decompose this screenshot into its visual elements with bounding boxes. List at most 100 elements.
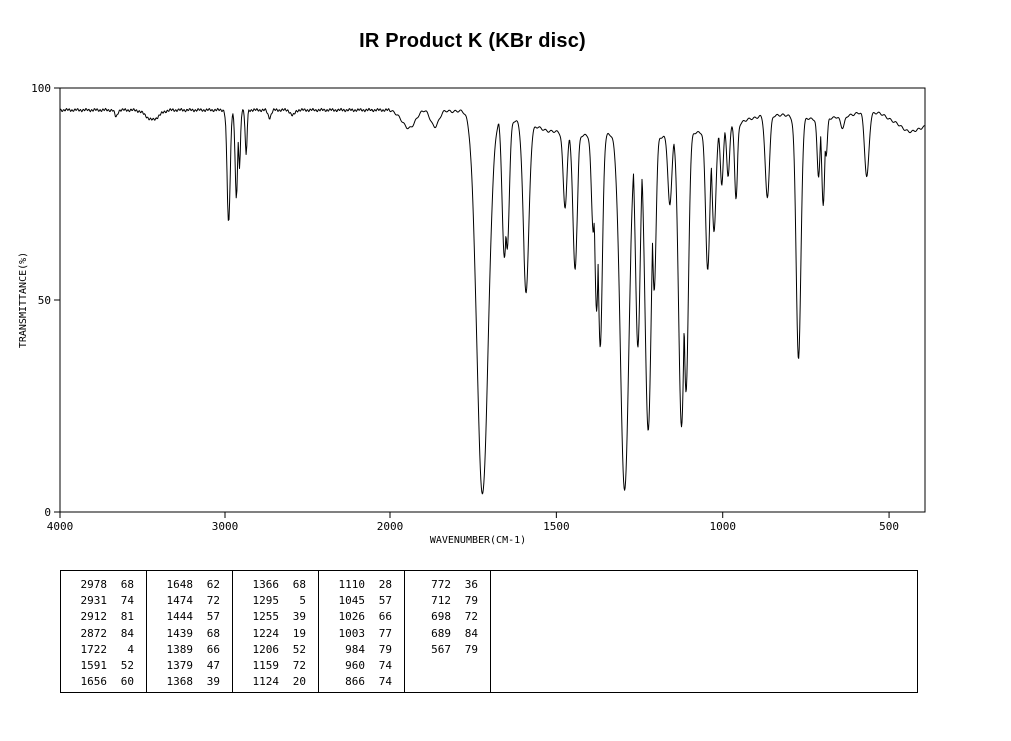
table-row: 1045 57 (319, 593, 404, 609)
peak-wavenumber: 1722 (80, 642, 108, 656)
peak-wavenumber: 1045 (338, 594, 366, 608)
peak-table-column: 1110 28 1045 57 1026 66 1003 77 984 79 960 74 866 74 (319, 571, 405, 692)
ir-spectrum-chart: 4000 3000 2000 1500 1000 500100500WAVENUMBER(… (18, 82, 926, 546)
peak-transmittance: 62 (206, 578, 220, 591)
peak-transmittance: 72 (464, 610, 478, 624)
peak-wavenumber: 698 (431, 610, 451, 624)
peak-wavenumber: 1379 (166, 658, 194, 672)
table-row: 1439 68 (147, 626, 232, 642)
peak-transmittance: 47 (206, 658, 220, 672)
peak-wavenumber: 866 (345, 675, 365, 689)
peak-wavenumber: 1648 (166, 578, 194, 591)
peak-transmittance: 39 (292, 610, 306, 624)
x-tick-label: 1500 (543, 520, 570, 533)
table-row: 1003 77 (319, 626, 404, 642)
table-row: 2931 74 (61, 593, 146, 609)
peak-transmittance: 74 (378, 675, 392, 689)
y-tick-label: 50 (38, 294, 51, 307)
table-row: 772 36 (405, 577, 490, 593)
peak-transmittance: 52 (292, 642, 306, 656)
table-row: 1366 68 (233, 577, 318, 593)
peak-transmittance: 68 (206, 626, 220, 640)
peak-wavenumber: 1159 (252, 658, 280, 672)
peak-wavenumber: 1255 (252, 610, 280, 624)
peak-transmittance: 68 (120, 578, 134, 591)
peak-wavenumber: 2978 (80, 578, 108, 591)
table-row: 1389 66 (147, 642, 232, 658)
table-row: 1295 5 (233, 593, 318, 609)
peak-wavenumber: 1474 (166, 594, 194, 608)
peak-transmittance: 84 (120, 626, 134, 640)
peak-transmittance: 74 (120, 594, 134, 608)
peak-transmittance: 5 (299, 594, 306, 608)
x-tick-label: 1000 (709, 520, 736, 533)
peak-transmittance: 79 (464, 642, 478, 656)
peak-transmittance: 66 (378, 610, 392, 624)
x-tick-label: 500 (879, 520, 899, 533)
y-tick-label: 100 (31, 82, 51, 95)
peak-transmittance: 77 (378, 626, 392, 640)
peak-wavenumber: 1224 (252, 626, 280, 640)
peak-wavenumber: 984 (345, 642, 365, 656)
peak-wavenumber: 1389 (166, 642, 194, 656)
peak-wavenumber: 1368 (166, 675, 194, 689)
peak-wavenumber: 1366 (252, 578, 280, 591)
table-row: 1110 28 (319, 577, 404, 593)
peak-wavenumber: 2872 (80, 626, 108, 640)
peak-transmittance: 28 (378, 578, 392, 591)
peak-transmittance: 72 (206, 594, 220, 608)
peak-transmittance: 84 (464, 626, 478, 640)
x-axis-label: WAVENUMBER(CM-1) (430, 535, 526, 546)
peak-transmittance: 19 (292, 626, 306, 640)
table-row: 689 84 (405, 626, 490, 642)
table-row: 712 79 (405, 593, 490, 609)
peak-transmittance: 68 (292, 578, 306, 591)
peak-wavenumber: 567 (431, 642, 451, 656)
peak-table-column: 1648 62 1474 72 1444 57 1439 68 1389 66 1379 47 1368… (147, 571, 233, 692)
peak-wavenumber: 1124 (252, 675, 280, 689)
peak-transmittance: 57 (378, 594, 392, 608)
table-row: 1474 72 (147, 593, 232, 609)
peak-transmittance: 20 (292, 675, 306, 689)
table-row: 960 74 (319, 658, 404, 674)
table-row: 1224 19 (233, 626, 318, 642)
table-row: 1255 39 (233, 609, 318, 625)
peak-transmittance: 79 (378, 642, 392, 656)
peak-wavenumber: 712 (431, 594, 451, 608)
plot-border (59, 87, 926, 513)
table-row: 698 72 (405, 609, 490, 625)
peak-wavenumber: 1439 (166, 626, 194, 640)
table-row: 1591 52 (61, 658, 146, 674)
table-row: 1206 52 (233, 642, 318, 658)
spectrum-curve (59, 107, 926, 495)
table-row: 1656 60 (61, 674, 146, 690)
x-tick-label: 3000 (212, 520, 239, 533)
table-row: 866 74 (319, 674, 404, 690)
table-row: 1026 66 (319, 609, 404, 625)
peak-wavenumber: 2931 (80, 594, 108, 608)
peak-table-column: 772 36 712 79 698 72 689 84 567 79 (405, 571, 491, 692)
peak-table-column: 2978 68 2931 74 2912 81 2872 84 1722 4 1591 52 1656 6… (61, 571, 147, 692)
table-row: 1124 20 (233, 674, 318, 690)
peak-transmittance: 81 (120, 610, 134, 624)
peak-wavenumber: 1206 (252, 642, 280, 656)
peak-transmittance: 57 (206, 610, 220, 624)
peak-wavenumber: 1591 (80, 658, 108, 672)
table-row: 1722 4 (61, 642, 146, 658)
table-row: 2912 81 (61, 609, 146, 625)
peak-table: 2978 68 2931 74 2912 81 2872 84 1722 4 1591 52 1656 6… (60, 570, 918, 693)
peak-transmittance: 36 (464, 578, 478, 591)
page-title: IR Product K (KBr disc) (359, 30, 586, 52)
x-tick-label: 4000 (47, 520, 74, 533)
peak-wavenumber: 1444 (166, 610, 194, 624)
peak-transmittance: 74 (378, 658, 392, 672)
peak-wavenumber: 960 (345, 658, 365, 672)
table-row: 1379 47 (147, 658, 232, 674)
y-axis-label: TRANSMITTANCE(%) (18, 252, 29, 348)
table-row: 1444 57 (147, 609, 232, 625)
peak-wavenumber: 1026 (338, 610, 366, 624)
peak-transmittance: 79 (464, 594, 478, 608)
peak-transmittance: 52 (120, 658, 134, 672)
table-row: 1648 62 (147, 577, 232, 593)
table-row: 567 79 (405, 642, 490, 658)
